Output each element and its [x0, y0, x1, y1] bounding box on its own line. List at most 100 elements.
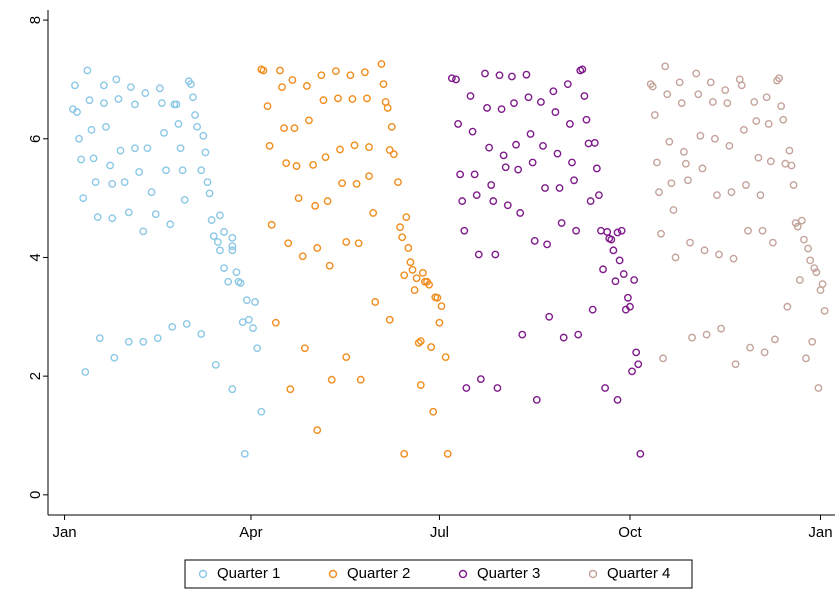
point — [100, 81, 108, 90]
point — [775, 74, 783, 83]
point — [278, 83, 286, 92]
point — [526, 130, 535, 138]
point — [499, 151, 508, 160]
point — [387, 123, 396, 131]
point — [100, 99, 108, 108]
point — [242, 296, 251, 305]
point — [737, 81, 746, 90]
point — [623, 293, 632, 302]
point — [787, 161, 796, 170]
point — [563, 80, 572, 89]
point — [253, 344, 262, 353]
point — [545, 312, 554, 321]
point — [541, 184, 549, 192]
point — [79, 194, 88, 203]
point — [193, 123, 202, 131]
point — [468, 127, 477, 136]
point — [211, 360, 220, 369]
point — [112, 75, 121, 84]
point — [675, 78, 684, 87]
point — [385, 315, 394, 324]
point — [240, 449, 249, 458]
point — [114, 95, 123, 103]
point — [460, 226, 469, 235]
point — [191, 111, 199, 119]
point — [294, 194, 303, 203]
point — [418, 268, 427, 277]
point — [389, 150, 398, 159]
point — [228, 242, 237, 251]
point — [427, 343, 436, 351]
point — [764, 120, 773, 128]
point — [108, 179, 117, 188]
point — [400, 271, 409, 280]
point — [302, 82, 311, 90]
point — [609, 246, 618, 255]
point — [806, 256, 815, 265]
point — [710, 134, 719, 143]
point — [650, 111, 659, 119]
point — [414, 339, 423, 347]
point — [396, 223, 404, 232]
point — [124, 337, 133, 346]
point — [472, 191, 481, 200]
point — [379, 80, 388, 89]
point — [126, 83, 135, 92]
point — [667, 179, 676, 188]
point — [800, 235, 808, 244]
point — [694, 90, 703, 99]
point — [528, 158, 537, 167]
point — [360, 68, 369, 77]
point — [789, 181, 798, 189]
point — [671, 253, 680, 262]
point — [280, 124, 288, 132]
point — [365, 143, 373, 151]
point — [238, 318, 247, 327]
point — [220, 264, 228, 273]
point — [410, 286, 419, 294]
point — [721, 86, 730, 95]
point — [182, 320, 191, 328]
point — [83, 66, 92, 75]
point — [795, 276, 804, 284]
point — [309, 160, 317, 169]
point — [416, 381, 425, 389]
y-tick-label: 4 — [27, 253, 44, 261]
point — [365, 172, 373, 181]
point — [559, 333, 568, 342]
point — [300, 344, 309, 353]
point — [510, 99, 518, 108]
point — [802, 354, 810, 363]
point — [652, 158, 661, 167]
legend-marker — [588, 569, 598, 579]
legend-marker — [328, 569, 338, 579]
point — [383, 104, 392, 112]
point — [481, 69, 489, 78]
point — [578, 65, 587, 74]
point — [313, 244, 322, 252]
point — [727, 188, 736, 197]
point — [259, 66, 268, 75]
point — [634, 360, 643, 369]
point — [632, 348, 641, 357]
point — [729, 254, 738, 263]
x-tick-label: Jul — [430, 524, 449, 541]
point — [684, 176, 692, 185]
point — [766, 157, 775, 166]
point — [147, 188, 156, 197]
point — [758, 226, 767, 235]
point — [205, 189, 214, 198]
point — [746, 343, 754, 352]
point — [549, 87, 558, 96]
point — [290, 124, 299, 132]
point — [352, 179, 361, 188]
point — [518, 330, 527, 339]
point — [321, 153, 330, 162]
point — [493, 384, 502, 392]
point — [470, 170, 479, 179]
point — [437, 302, 446, 311]
point — [394, 178, 402, 186]
point — [425, 280, 433, 289]
point — [402, 213, 411, 222]
legend-marker — [458, 569, 468, 579]
